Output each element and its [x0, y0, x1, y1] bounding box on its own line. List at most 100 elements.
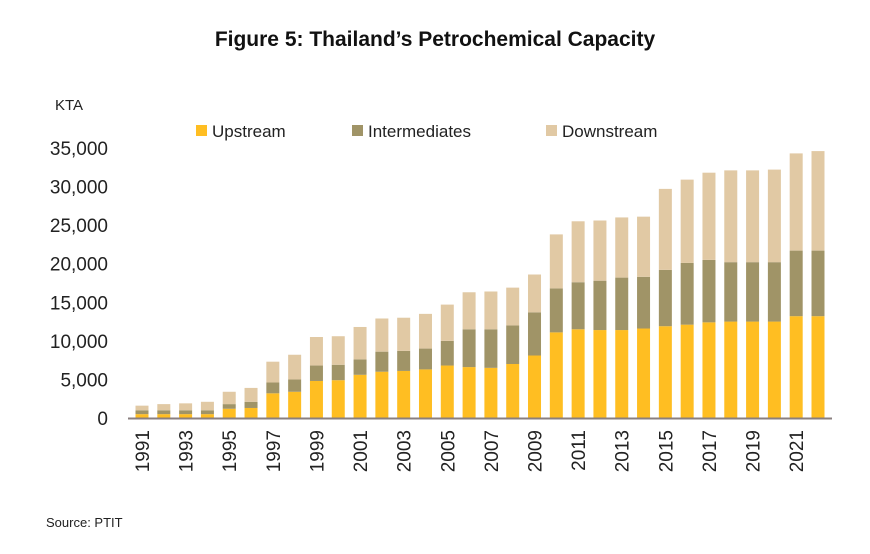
bar-downstream-2015 — [658, 188, 672, 270]
bar-intermediates-1997 — [266, 382, 280, 394]
bar-downstream-2005 — [440, 304, 454, 341]
bar-upstream-2002 — [375, 371, 389, 418]
bar-intermediates-2007 — [484, 329, 498, 368]
bar-upstream-2018 — [724, 321, 738, 418]
bar-intermediates-2020 — [767, 262, 781, 322]
bar-downstream-1993 — [179, 403, 193, 411]
bar-intermediates-2021 — [789, 250, 803, 317]
bar-intermediates-2006 — [462, 329, 476, 368]
bar-upstream-1992 — [157, 414, 171, 418]
bar-downstream-2013 — [615, 217, 629, 278]
bar-upstream-2011 — [571, 329, 585, 418]
bar-upstream-2019 — [746, 321, 760, 418]
x-tick-label: 1995 — [220, 430, 241, 472]
bar-downstream-2019 — [746, 170, 760, 263]
bar-downstream-2003 — [397, 317, 411, 351]
x-tick-label: 2015 — [656, 430, 677, 472]
bar-upstream-1999 — [309, 380, 323, 418]
bar-downstream-1991 — [135, 405, 149, 411]
x-tick-label: 2007 — [482, 430, 503, 472]
bar-upstream-2007 — [484, 367, 498, 418]
bar-intermediates-2018 — [724, 262, 738, 322]
bar-intermediates-1996 — [244, 401, 258, 408]
bar-downstream-2009 — [528, 274, 542, 313]
bar-intermediates-2003 — [397, 350, 411, 371]
bar-downstream-2020 — [767, 169, 781, 263]
bar-upstream-2022 — [811, 316, 825, 418]
bar-intermediates-2002 — [375, 351, 389, 372]
bar-downstream-2001 — [353, 326, 367, 360]
bar-intermediates-2017 — [702, 259, 716, 323]
bar-intermediates-2012 — [593, 280, 607, 331]
x-tick-label: 2009 — [526, 430, 547, 472]
y-tick-label: 30,000 — [50, 178, 108, 199]
bar-downstream-2022 — [811, 151, 825, 251]
bar-intermediates-2010 — [549, 288, 563, 333]
x-tick-label: 2011 — [569, 430, 590, 471]
y-tick-label: 5,000 — [60, 370, 108, 391]
bar-downstream-2010 — [549, 234, 563, 289]
x-tick-label: 2021 — [787, 430, 808, 472]
bar-intermediates-1992 — [157, 410, 171, 415]
y-tick-label: 10,000 — [50, 332, 108, 353]
bar-intermediates-2000 — [331, 364, 345, 381]
legend-swatch-intermediates — [352, 125, 363, 136]
bar-upstream-2010 — [549, 332, 563, 418]
bar-intermediates-2001 — [353, 359, 367, 375]
y-tick-label: 35,000 — [50, 139, 108, 160]
bar-downstream-1996 — [244, 387, 258, 402]
bar-downstream-2021 — [789, 153, 803, 251]
bar-upstream-1996 — [244, 407, 258, 418]
bar-intermediates-1993 — [179, 410, 193, 415]
bar-upstream-1995 — [222, 408, 236, 418]
bar-upstream-2013 — [615, 330, 629, 418]
bar-intermediates-2013 — [615, 277, 629, 331]
bar-upstream-2020 — [767, 321, 781, 418]
bar-downstream-2016 — [680, 179, 694, 263]
bar-upstream-1997 — [266, 393, 280, 418]
bar-upstream-1998 — [288, 391, 302, 418]
bar-intermediates-1994 — [200, 410, 214, 415]
bar-downstream-2014 — [637, 216, 651, 277]
x-tick-label: 2005 — [438, 430, 459, 472]
bar-intermediates-2009 — [528, 312, 542, 356]
bar-downstream-2007 — [484, 291, 498, 330]
bar-upstream-2003 — [397, 370, 411, 418]
bar-upstream-2015 — [658, 326, 672, 418]
x-tick-label: 1999 — [307, 430, 328, 472]
bar-intermediates-1995 — [222, 404, 236, 409]
bar-downstream-1994 — [200, 401, 214, 411]
bar-upstream-1994 — [200, 414, 214, 418]
x-tick-label: 2003 — [395, 430, 416, 472]
bar-downstream-1992 — [157, 404, 171, 411]
y-tick-label: 25,000 — [50, 216, 108, 237]
y-tick-label: 0 — [97, 409, 108, 430]
x-tick-label: 1997 — [264, 430, 285, 472]
bar-downstream-1997 — [266, 361, 280, 383]
bar-downstream-2002 — [375, 318, 389, 352]
bar-intermediates-1991 — [135, 410, 149, 415]
legend-swatch-downstream — [546, 125, 557, 136]
bar-intermediates-2022 — [811, 250, 825, 317]
legend-swatch-upstream — [196, 125, 207, 136]
bar-downstream-2012 — [593, 220, 607, 281]
bar-downstream-2008 — [506, 287, 520, 326]
bar-upstream-2005 — [440, 365, 454, 418]
bar-upstream-2008 — [506, 364, 520, 418]
chart-title: Figure 5: Thailand’s Petrochemical Capac… — [214, 28, 656, 51]
x-tick-label: 2001 — [351, 430, 372, 472]
bar-upstream-1993 — [179, 414, 193, 418]
bar-intermediates-2014 — [637, 276, 651, 329]
x-tick-label: 1993 — [177, 430, 198, 472]
bar-downstream-2017 — [702, 172, 716, 260]
source-note: Source: PTIT — [46, 515, 123, 530]
bar-downstream-2000 — [331, 336, 345, 365]
bar-intermediates-2015 — [658, 269, 672, 327]
bar-intermediates-2005 — [440, 340, 454, 366]
bar-intermediates-2019 — [746, 262, 760, 322]
bar-upstream-2012 — [593, 330, 607, 418]
bar-upstream-2021 — [789, 316, 803, 418]
legend-label-upstream: Upstream — [212, 122, 286, 141]
bar-upstream-2000 — [331, 380, 345, 418]
